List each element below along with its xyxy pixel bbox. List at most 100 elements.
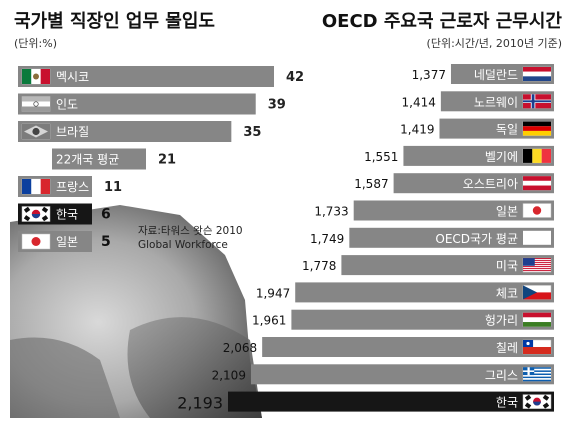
right-bar-value: 1,733 [314,205,348,219]
left-bar-label: 22개국 평균 [56,153,119,167]
korea-flag-icon [21,206,51,222]
right-bar [403,145,554,166]
left-bar-row: 22개국 평균 21 [18,148,176,170]
right-bar-row: OECD국가 평균 1,749 [310,227,554,248]
chile-flag-icon [522,339,552,355]
right-bar-label: 칠레 [496,341,518,355]
right-bar-label: 헝가리 [485,314,518,328]
right-bar-value: 1,947 [256,286,290,300]
left-bar-row: 멕시코 42 [18,66,304,87]
left-bar-label: 일본 [56,235,78,249]
right-bar-row: 벨기에 1,551 [364,145,554,166]
left-bar-cap [18,148,52,170]
right-bar-label: 그리스 [485,368,518,382]
left-bar-value: 5 [101,234,111,250]
left-chart-unit-label: (단위:%) [14,37,57,50]
right-bar-label: 오스트리아 [463,177,518,191]
right-bar-label: 독일 [496,123,518,137]
right-bar-label: 한국 [496,396,518,410]
france-flag-icon [21,178,51,195]
right-bar [295,282,554,303]
belgium-flag-icon [522,148,552,164]
left-chart-source: 자료:타워스 왓슨 2010 Global Workforce [138,224,243,251]
left-bar-row: 프랑스 11 [18,176,122,197]
right-bar-row: 칠레 2,068 [223,337,554,357]
left-bar [18,93,256,115]
right-bar-row: 노르웨이 1,414 [402,91,554,112]
right-bar-label: 미국 [496,259,518,273]
photo-dark-shape [10,337,120,418]
korea-flag-icon [522,394,552,409]
right-bar [291,309,554,330]
left-bar-value: 21 [158,153,176,168]
right-bar-row: 헝가리 1,961 [252,309,554,330]
right-bar [228,391,554,412]
austria-flag-icon [522,175,552,191]
right-bar-label: OECD국가 평균 [435,232,518,246]
czech-flag-icon [522,285,552,300]
right-bar-label: 체코 [496,286,518,300]
left-bar-value: 35 [243,125,261,140]
left-bar-value: 42 [286,70,304,85]
right-bar-label: 네덜란드 [474,68,518,82]
right-bar-value: 1,414 [402,95,436,109]
right-bar-value: 1,961 [252,314,286,328]
right-bar-row: 오스트리아 1,587 [354,173,554,194]
left-bar-value: 39 [268,98,286,113]
right-bar-row: 한국 2,193 [177,391,554,413]
right-bar-value: 1,749 [310,232,344,246]
left-bar-label: 프랑스 [56,180,89,194]
left-bar-label: 한국 [56,208,78,222]
left-bar-row: 인도 39 [18,93,286,115]
right-bar-cap [523,230,551,245]
right-bar-value: 2,068 [223,341,257,355]
right-bar-row: 네덜란드 1,377 [412,64,554,84]
left-bar [18,121,232,142]
right-bar-value: 2,109 [212,368,246,382]
japan-flag-icon [21,233,51,250]
right-bar-row: 일본 1,733 [314,200,554,221]
svg-text:자료:타워스 왓슨 2010: 자료:타워스 왓슨 2010 [138,224,243,237]
usa-flag-icon [522,257,552,273]
right-chart-unit-label: (단위:시간/년, 2010년 기준) [427,37,562,50]
greece-flag-icon [522,367,552,382]
right-bar-label: 노르웨이 [474,95,518,109]
mexico-flag-icon [21,68,51,85]
left-chart-title: 국가별 직장인 업무 몰입도 [14,10,215,32]
right-chart-title: OECD 주요국 근로자 근무시간 [322,11,563,32]
right-bar-value: 1,377 [412,68,446,82]
left-bar-label: 멕시코 [56,70,89,84]
right-bar [250,364,554,385]
right-bar-row: 그리스 2,109 [212,364,554,385]
right-bar-label: 일본 [496,205,518,219]
svg-text:Global Workforce: Global Workforce [138,239,228,251]
germany-flag-icon [522,121,552,136]
left-bar-row: 한국 6 [18,203,111,225]
hungary-flag-icon [522,312,552,327]
right-bar-value: 1,419 [400,123,434,137]
right-bar [349,227,554,248]
right-bar [353,200,554,221]
norway-flag-icon [522,94,552,109]
left-bar-label: 인도 [56,98,78,112]
right-bar-value: 1,778 [302,259,336,273]
left-bar-label: 브라질 [56,125,89,139]
right-bar-value: 1,587 [354,177,388,191]
right-bar-row: 독일 1,419 [400,118,554,139]
netherlands-flag-icon [522,66,552,82]
left-bar-value: 6 [101,207,111,223]
right-bar [341,255,554,276]
right-bar-value: 1,551 [364,150,398,164]
japan-flag-icon [522,203,552,218]
right-bar-row: 미국 1,778 [302,255,554,276]
left-bar [18,66,274,87]
right-bar [262,337,554,357]
right-bar-row: 체코 1,947 [256,282,554,303]
right-bar-label: 벨기에 [485,150,518,164]
left-bar-row: 브라질 35 [18,121,261,142]
left-bar-value: 11 [104,180,122,195]
india-flag-icon [21,96,51,112]
left-bar-row: 일본 5 [18,231,111,252]
